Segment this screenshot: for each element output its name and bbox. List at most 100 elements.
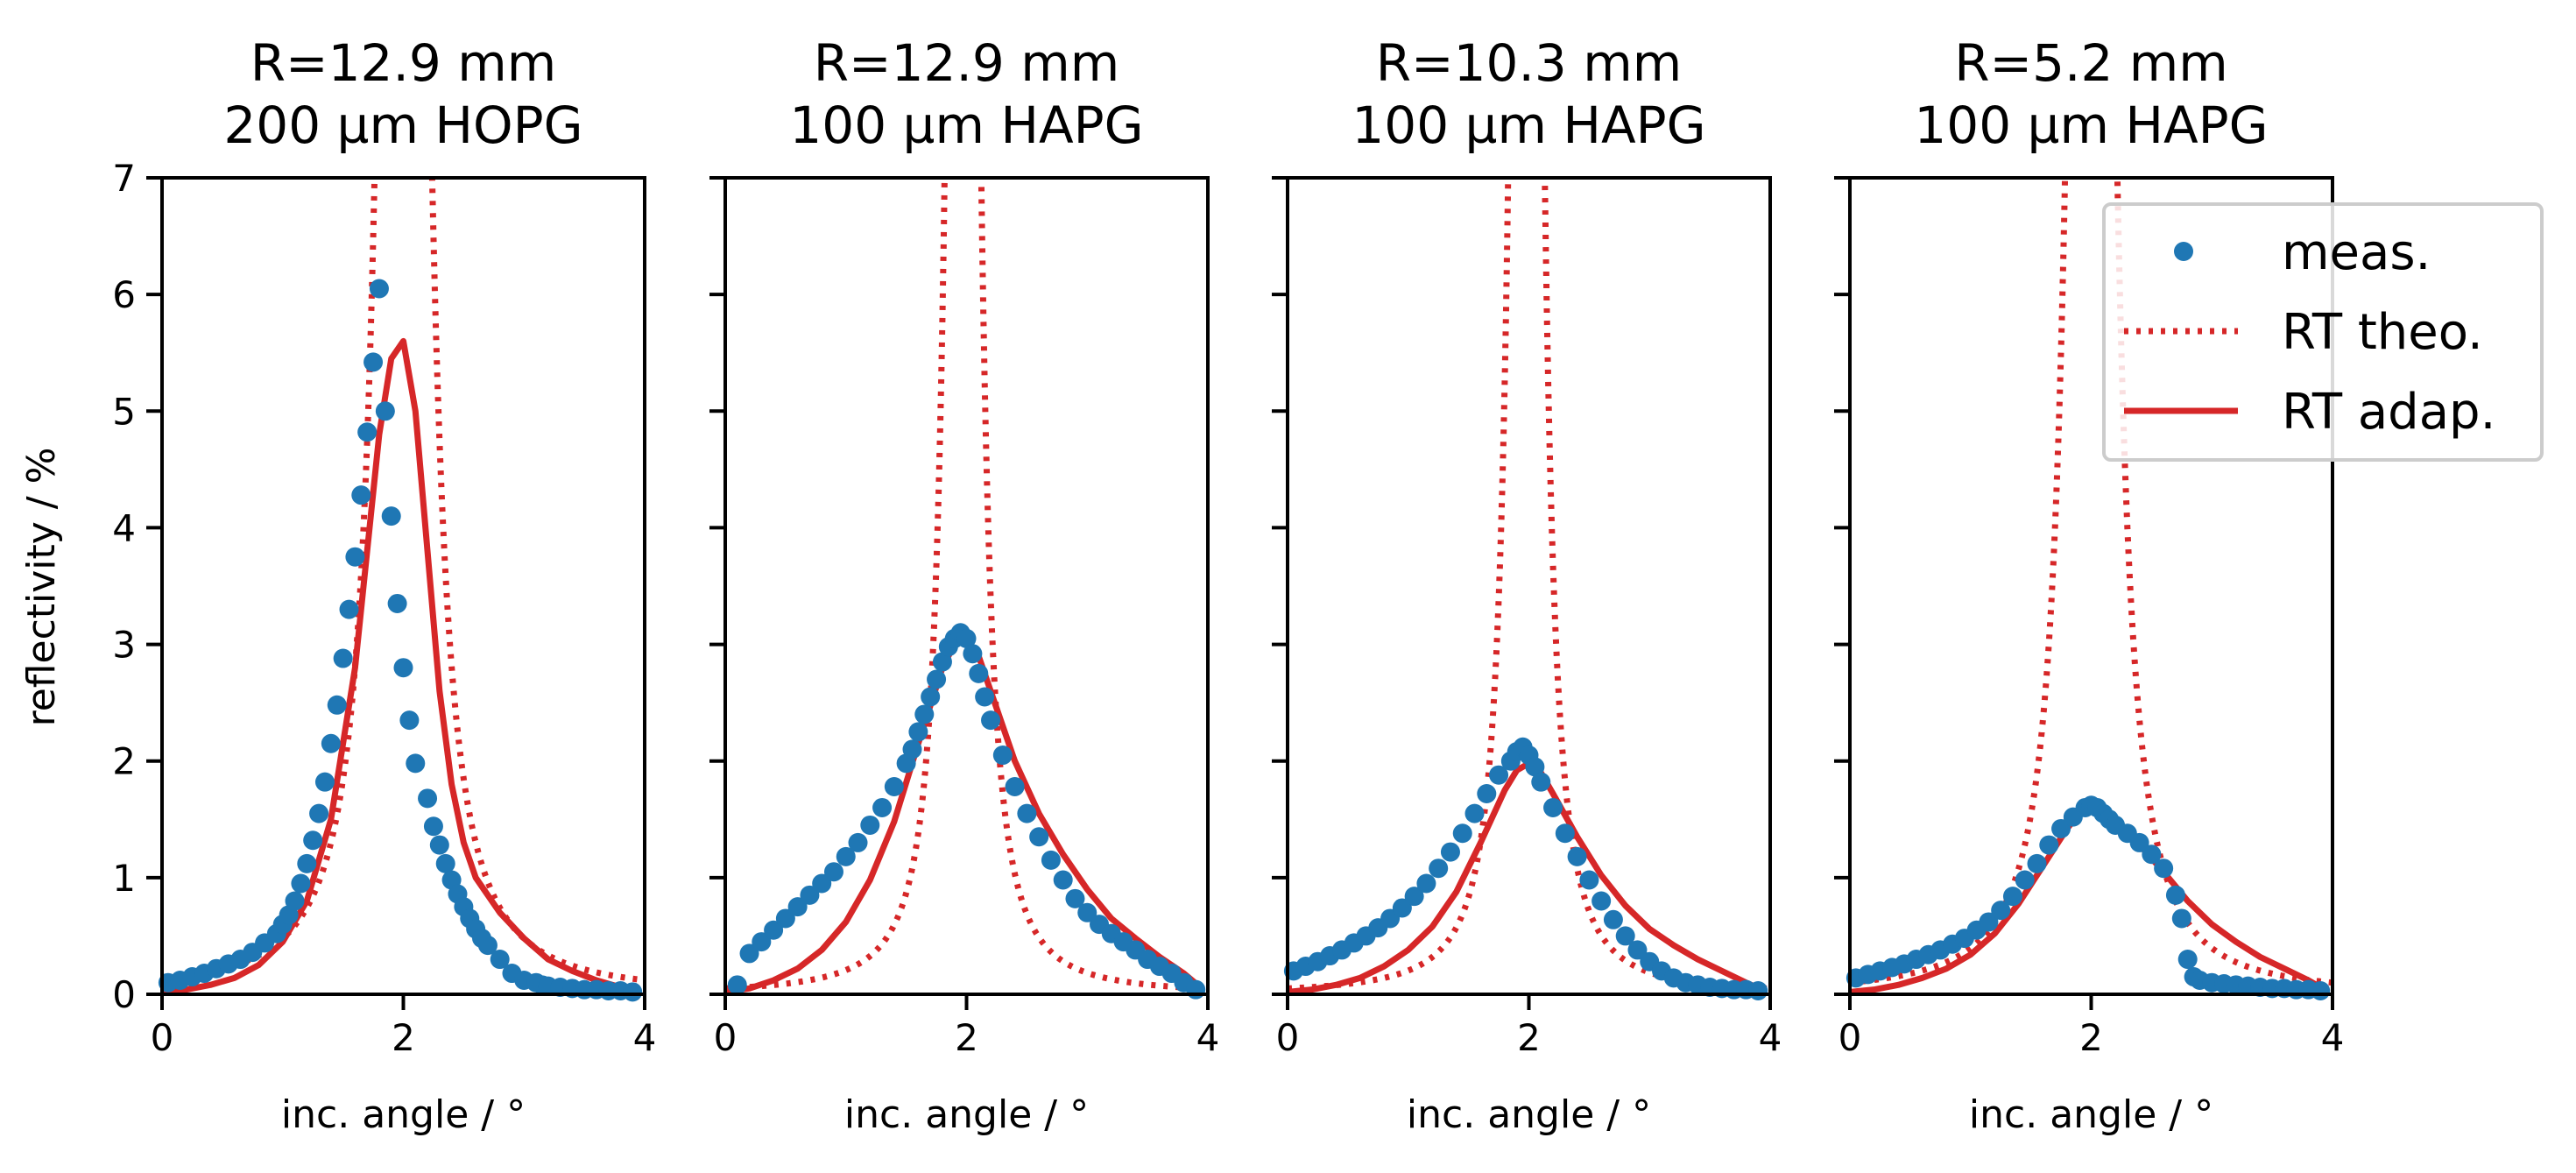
meas-point: [2039, 835, 2059, 855]
x-tick-label: 4: [1196, 1016, 1220, 1059]
y-tick-label: 1: [112, 857, 136, 900]
x-tick-label: 2: [2079, 1016, 2103, 1059]
meas-point: [477, 936, 498, 956]
meas-point: [927, 669, 947, 689]
meas-point: [418, 788, 438, 809]
meas-point: [1525, 757, 1545, 777]
y-axis-label: reflectivity / %: [19, 448, 64, 727]
meas-point: [764, 920, 784, 940]
meas-point: [812, 873, 832, 894]
meas-point: [387, 593, 407, 613]
meas-point: [2311, 981, 2331, 1001]
meas-point: [1005, 777, 1025, 797]
meas-point: [406, 753, 426, 774]
meas-point: [1477, 783, 1497, 803]
meas-point: [969, 663, 989, 683]
meas-point: [2051, 818, 2071, 838]
meas-point: [752, 932, 772, 952]
meas-point: [363, 352, 384, 372]
meas-point: [333, 648, 353, 668]
x-axis-label: inc. angle / °: [1407, 1092, 1651, 1137]
legend-label-rt_theo: RT theo.: [2282, 304, 2483, 361]
x-tick-label: 0: [1276, 1016, 1300, 1059]
meas-point: [787, 897, 808, 917]
meas-point: [339, 599, 359, 619]
y-tick-label: 7: [112, 157, 136, 200]
meas-point: [908, 722, 928, 742]
meas-point: [914, 704, 935, 724]
meas-point: [739, 943, 759, 964]
panel-title-line1: R=10.3 mm: [1376, 33, 1682, 93]
meas-point: [490, 950, 510, 970]
meas-point: [1053, 870, 1073, 890]
meas-point: [884, 777, 904, 797]
x-tick-label: 2: [955, 1016, 978, 1059]
x-tick-label: 4: [2321, 1016, 2345, 1059]
meas-point: [956, 628, 977, 648]
rt-theo-line-panel-2: [725, 178, 1208, 993]
meas-point: [775, 908, 795, 929]
axes-frame-panel-1: [160, 176, 646, 996]
meas-point: [2027, 853, 2047, 873]
meas-point: [351, 485, 371, 505]
meas-point: [429, 835, 449, 855]
meas-point: [1416, 873, 1436, 894]
meas-point: [291, 873, 311, 894]
panel-title-line2: 100 µm HAPG: [1352, 95, 1705, 155]
meas-point: [2142, 844, 2162, 865]
meas-point: [1531, 772, 1551, 792]
legend-box: [2102, 202, 2544, 462]
meas-point: [1748, 981, 1768, 1001]
meas-point: [1627, 940, 1648, 960]
y-tick-label: 2: [112, 740, 136, 783]
meas-point: [992, 745, 1013, 766]
meas-point: [423, 816, 443, 837]
panel-title-line1: R=5.2 mm: [1954, 33, 2228, 93]
panel-title-line1: R=12.9 mm: [251, 33, 556, 93]
meas-point: [285, 891, 305, 911]
meas-point: [399, 710, 420, 731]
meas-point: [1979, 912, 1999, 932]
meas-point: [1065, 888, 1085, 908]
meas-point: [872, 797, 893, 817]
axes-frame-panel-2: [723, 176, 1210, 996]
meas-point: [2177, 950, 2198, 970]
y-tick-label: 0: [112, 973, 136, 1016]
meas-point: [345, 547, 365, 567]
y-tick-label: 5: [112, 390, 136, 433]
meas-point: [297, 853, 317, 873]
meas-point: [2171, 908, 2191, 929]
meas-point: [1615, 926, 1635, 946]
meas-point: [357, 422, 378, 442]
meas-point: [2165, 885, 2185, 905]
meas-point: [902, 739, 922, 760]
y-tick-label: 6: [112, 273, 136, 316]
panel-title-line2: 100 µm HAPG: [1914, 95, 2268, 155]
x-axis-label: inc. angle / °: [844, 1092, 1089, 1137]
meas-point: [393, 658, 413, 678]
panel-title-line2: 100 µm HAPG: [789, 95, 1143, 155]
meas-point: [1186, 979, 1206, 1000]
meas-point: [435, 853, 455, 873]
meas-point: [1567, 846, 1587, 866]
x-tick-label: 0: [1838, 1016, 1862, 1059]
meas-point: [2015, 870, 2035, 890]
y-tick-label: 3: [112, 624, 136, 667]
meas-point: [1579, 870, 1599, 890]
x-tick-label: 4: [1759, 1016, 1782, 1059]
meas-point: [860, 815, 880, 835]
meas-point: [932, 652, 952, 672]
meas-point: [2129, 832, 2149, 852]
meas-point: [623, 982, 643, 1002]
rt-adap-line-panel-3: [1288, 760, 1766, 994]
rt-theo-line-panel-1: [162, 178, 645, 984]
axes-frame-panel-3: [1286, 176, 1772, 996]
meas-point: [314, 772, 335, 792]
meas-point: [309, 803, 329, 823]
meas-point: [823, 862, 843, 882]
x-axis-label: inc. angle / °: [1969, 1092, 2213, 1137]
